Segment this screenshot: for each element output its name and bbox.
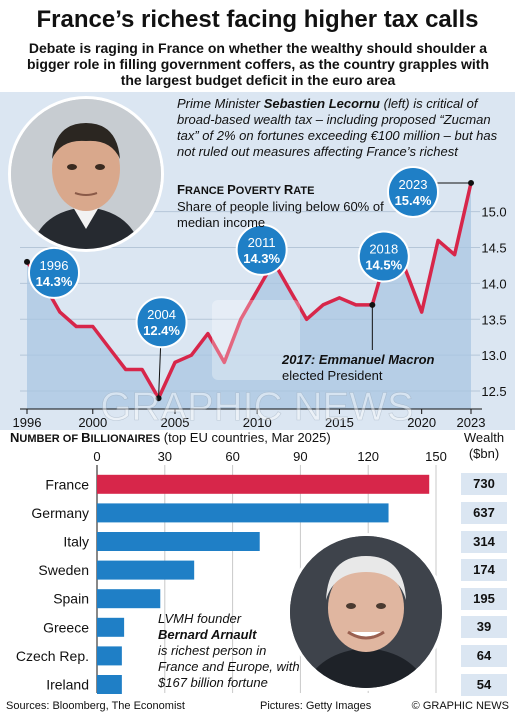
- lecornu-portrait-icon: [11, 99, 161, 249]
- bar-2: [97, 532, 260, 551]
- callout-badge-2023: [387, 165, 439, 218]
- bar-3: [97, 560, 195, 580]
- watermark-logo-icon: [212, 300, 300, 380]
- billionaires-chart-title: NUMBER OF BILLIONAIRES (top EU countries…: [10, 430, 331, 445]
- wealth-value-7: 54: [461, 673, 507, 696]
- callout-value-2018: 14.5%: [365, 258, 402, 273]
- footer-pictures: Pictures: Getty Images: [260, 700, 372, 712]
- y-tick-label-1: 13.0: [481, 348, 506, 363]
- wealth-value-2: 314: [461, 530, 507, 553]
- wealth-value-5: 39: [461, 616, 507, 639]
- callout-value-1996: 14.3%: [36, 274, 73, 289]
- x-tick-label-2: 2005: [161, 415, 190, 430]
- callout-year-2011: 2011: [248, 235, 276, 250]
- callout-value-2011: 14.3%: [243, 251, 280, 266]
- x-tick-label-0: 1996: [13, 415, 42, 430]
- footer-copyright: © GRAPHIC NEWS: [411, 700, 509, 712]
- y-tick-label-4: 14.5: [481, 241, 506, 256]
- arnault-caption: LVMH founder Bernard Arnault is richest pe…: [158, 611, 300, 690]
- callout-badge-2011: [235, 223, 288, 276]
- bar-0: [97, 474, 430, 494]
- bar-x-tick-label-4: 120: [357, 449, 379, 464]
- bar-category-label-4: Spain: [53, 591, 89, 607]
- bar-5: [97, 617, 125, 637]
- bar-category-label-0: France: [45, 476, 89, 492]
- bar-x-tick-label-1: 30: [158, 449, 172, 464]
- lecornu-photo: [8, 96, 164, 252]
- x-tick-label-5: 2020: [407, 415, 436, 430]
- callout-year-2004: 2004: [147, 307, 176, 322]
- bar-x-tick-label-0: 0: [93, 449, 100, 464]
- poverty-chart-subtitle: Share of people living below 60% of medi…: [177, 199, 384, 230]
- wealth-column-header: Wealth ($bn): [463, 430, 505, 461]
- poverty-area: [27, 182, 471, 409]
- callout-badge-1996: [28, 246, 80, 299]
- bar-category-label-2: Italy: [63, 534, 89, 550]
- bar-x-tick-label-2: 60: [225, 449, 239, 464]
- wealth-value-1: 637: [461, 501, 507, 524]
- bar-category-label-1: Germany: [31, 505, 89, 521]
- bar-x-tick-label-5: 150: [425, 449, 447, 464]
- wealth-value-0: 730: [461, 473, 507, 496]
- bar-4: [97, 589, 161, 609]
- page-subtitle: Debate is raging in France on whether th…: [26, 40, 490, 88]
- wealth-value-6: 64: [461, 644, 507, 667]
- bar-x-tick-label-3: 90: [293, 449, 307, 464]
- arnault-portrait-icon: [290, 536, 442, 688]
- y-tick-label-0: 12.5: [481, 384, 506, 399]
- bar-1: [97, 503, 389, 523]
- x-tick-label-4: 2015: [325, 415, 354, 430]
- callout-value-2004: 12.4%: [143, 323, 180, 338]
- x-tick-label-6: 2023: [457, 415, 486, 430]
- callout-year-2018: 2018: [369, 242, 398, 257]
- bar-category-label-5: Greece: [43, 619, 89, 635]
- wealth-value-3: 174: [461, 559, 507, 582]
- y-tick-label-3: 14.0: [481, 276, 506, 291]
- bar-category-label-7: Ireland: [46, 677, 89, 693]
- callout-dot-1996: [24, 258, 30, 265]
- macron-annotation: 2017: Emmanuel Macron elected President: [282, 352, 435, 383]
- callout-badge-2018: [357, 230, 410, 283]
- callout-dot-2023: [468, 179, 474, 186]
- callout-badge-2004: [135, 296, 188, 349]
- wealth-value-4: 195: [461, 587, 507, 610]
- x-tick-label-3: 2010: [243, 415, 272, 430]
- bar-7: [97, 675, 122, 694]
- arnault-photo: [287, 533, 445, 691]
- poverty-chart-title: FRANCE POVERTY RATE: [177, 182, 315, 197]
- callout-dot-2004: [155, 395, 162, 402]
- callout-year-1996: 1996: [40, 258, 69, 273]
- watermark-text: GRAPHIC NEWS: [100, 385, 413, 429]
- callout-year-2023: 2023: [399, 177, 428, 192]
- lecornu-caption: Prime Minister Sebastien Lecornu (left) …: [177, 96, 498, 159]
- bar-category-label-6: Czech Rep.: [16, 648, 89, 664]
- callout-value-2023: 15.4%: [395, 193, 432, 208]
- y-tick-label-5: 15.0: [481, 205, 506, 220]
- x-tick-label-1: 2000: [78, 415, 107, 430]
- page-title: France’s richest facing higher tax calls: [36, 6, 479, 33]
- bar-category-label-3: Sweden: [38, 562, 89, 578]
- footer-sources: Sources: Bloomberg, The Economist: [6, 700, 185, 712]
- y-tick-label-2: 13.5: [481, 312, 506, 327]
- macron-dot: [369, 301, 376, 308]
- bar-6: [97, 646, 122, 666]
